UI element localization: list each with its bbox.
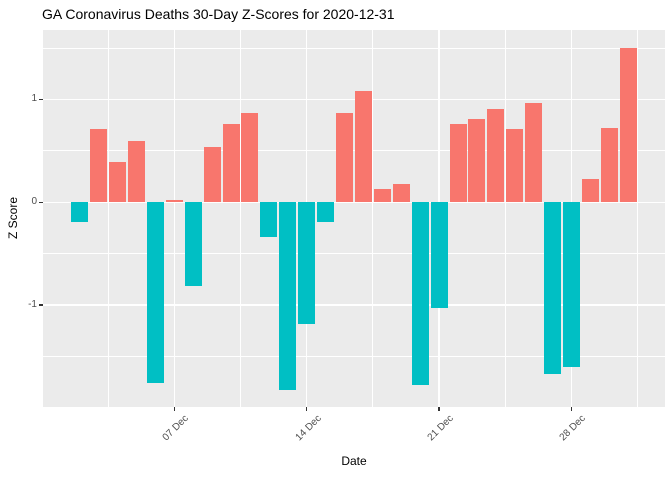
minor-gridline-x <box>637 30 639 407</box>
y-tick-label: 1 <box>31 93 37 105</box>
bar-dec-08 <box>184 202 202 286</box>
minor-gridline-y <box>43 356 665 358</box>
minor-gridline-y <box>43 253 665 255</box>
bar-dec-11 <box>241 112 259 203</box>
x-tick-mark <box>438 407 440 411</box>
bar-dec-05 <box>128 140 146 203</box>
bar-dec-25 <box>506 129 524 203</box>
y-tick-label: -1 <box>28 299 37 311</box>
bar-dec-20 <box>411 202 429 386</box>
bar-dec-26 <box>525 102 543 203</box>
major-gridline-y <box>43 98 665 101</box>
y-tick-mark <box>39 98 43 101</box>
bar-dec-13 <box>279 202 297 390</box>
bar-dec-17 <box>354 91 372 203</box>
bar-dec-31 <box>619 48 637 203</box>
bar-dec-28 <box>562 202 580 367</box>
major-gridline-y <box>43 304 665 306</box>
x-tick-mark <box>570 407 573 411</box>
bar-dec-10 <box>222 124 240 203</box>
chart-title: GA Coronavirus Deaths 30-Day Z-Scores fo… <box>42 6 395 22</box>
minor-gridline-y <box>43 150 665 152</box>
minor-gridline-x <box>504 30 506 407</box>
y-tick-mark <box>39 201 43 204</box>
bar-dec-24 <box>487 108 505 203</box>
minor-gridline-x <box>107 30 109 407</box>
x-axis-title: Date <box>341 454 367 468</box>
minor-gridline-x <box>240 30 242 407</box>
minor-gridline-x <box>372 30 374 407</box>
bar-dec-18 <box>373 188 391 203</box>
bar-dec-06 <box>146 202 164 384</box>
minor-gridline-y <box>43 47 665 49</box>
bar-dec-09 <box>203 146 221 203</box>
y-tick-label: 0 <box>31 196 37 208</box>
bar-dec-29 <box>581 178 599 203</box>
bar-dec-21 <box>430 202 448 309</box>
bar-dec-04 <box>109 162 127 203</box>
bar-dec-12 <box>260 202 278 238</box>
bar-dec-15 <box>317 202 335 222</box>
bar-dec-30 <box>600 128 618 203</box>
bar-dec-07 <box>165 200 183 203</box>
bar-dec-02 <box>71 202 89 222</box>
y-tick-mark <box>39 304 43 306</box>
major-gridline-y <box>43 201 665 204</box>
plot-panel <box>43 30 665 407</box>
bar-dec-27 <box>544 202 562 375</box>
x-tick-mark <box>173 407 176 411</box>
bar-dec-16 <box>336 112 354 203</box>
bar-dec-03 <box>90 129 108 203</box>
bar-dec-14 <box>298 202 316 324</box>
bar-dec-19 <box>392 183 410 203</box>
bar-dec-22 <box>449 124 467 203</box>
major-gridline-x <box>173 30 176 407</box>
x-tick-mark <box>305 407 308 411</box>
bar-dec-23 <box>468 118 486 203</box>
